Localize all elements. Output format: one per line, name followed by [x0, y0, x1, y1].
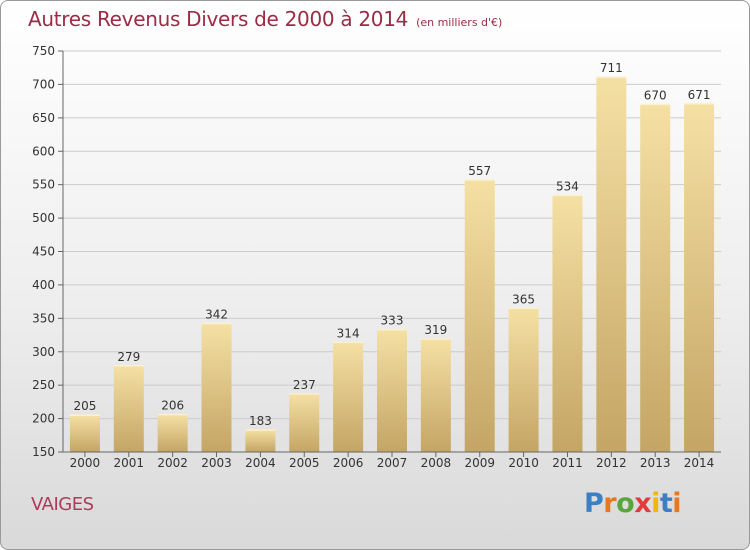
x-tick-label: 2007 [377, 456, 408, 470]
location-label: VAIGES [31, 494, 94, 515]
y-tick-label: 300 [32, 345, 55, 359]
x-tick-label: 2002 [157, 456, 188, 470]
data-label: 534 [556, 179, 579, 193]
chart-title-block: Autres Revenus Divers de 2000 à 2014 (en … [28, 7, 502, 31]
data-label: 365 [512, 292, 535, 306]
data-label: 333 [381, 314, 404, 328]
logo-letter: t [659, 488, 673, 519]
bar [201, 323, 232, 452]
x-tick-label: 2012 [596, 456, 627, 470]
x-tick-label: 2006 [333, 456, 364, 470]
y-tick-label: 750 [32, 44, 55, 58]
data-label: 671 [688, 88, 711, 102]
bar [157, 414, 188, 452]
bar [552, 195, 583, 453]
data-label: 279 [117, 350, 140, 364]
logo-letter: i [672, 488, 682, 519]
data-label: 206 [161, 399, 184, 413]
logo-letter: o [616, 488, 635, 519]
y-tick-label: 400 [32, 278, 55, 292]
bar [333, 342, 364, 452]
bar [69, 415, 100, 452]
bar [684, 103, 715, 452]
x-tick-label: 2011 [552, 456, 583, 470]
data-label: 557 [468, 164, 491, 178]
chart-title: Autres Revenus Divers de 2000 à 2014 [28, 7, 409, 31]
bars [69, 76, 715, 453]
x-tick-label: 2014 [684, 456, 715, 470]
bar [596, 77, 627, 452]
x-tick-label: 2013 [640, 456, 671, 470]
logo-letter: i [651, 488, 660, 519]
x-tick-label: 2004 [245, 456, 276, 470]
x-tick-label: 2009 [464, 456, 495, 470]
proxiti-logo: Proxiti [584, 488, 682, 519]
labels: 205 279 206 342 183 237 314 333 319 557 365 534 711 6… [73, 61, 710, 428]
chart-subtitle: (en milliers d'€) [416, 16, 503, 29]
bar [377, 329, 407, 452]
y-tick-label: 500 [32, 211, 55, 225]
data-label: 319 [424, 323, 447, 337]
bar [245, 429, 276, 452]
x-tick-label: 2005 [289, 456, 320, 470]
x-tick-label: 2000 [70, 456, 101, 470]
data-label: 205 [73, 399, 96, 413]
bar [640, 104, 671, 452]
data-label: 711 [600, 61, 623, 75]
y-tick-label: 150 [32, 445, 55, 459]
y-tick-label: 550 [32, 178, 55, 192]
logo-letter: x [634, 488, 652, 519]
y-tick-label: 250 [32, 378, 55, 392]
bar [464, 179, 495, 452]
y-tick-label: 350 [32, 311, 55, 325]
data-label: 342 [205, 308, 228, 322]
bar [113, 365, 144, 452]
data-label: 670 [644, 88, 667, 102]
axes: 150 200 250 300 350 400 450 500 550 600 650 700 750 2… [32, 44, 721, 470]
data-label: 183 [249, 414, 272, 428]
y-tick-label: 600 [32, 144, 55, 158]
bar [289, 393, 320, 452]
y-tick-label: 700 [32, 77, 55, 91]
x-tick-label: 2003 [201, 456, 232, 470]
x-tick-label: 2008 [421, 456, 452, 470]
data-label: 237 [293, 378, 316, 392]
x-tick-label: 2010 [508, 456, 539, 470]
y-tick-label: 450 [32, 245, 55, 259]
y-tick-label: 650 [32, 111, 55, 125]
logo-letter: r [603, 488, 617, 519]
data-label: 314 [337, 326, 360, 340]
y-tick-label: 200 [32, 412, 55, 426]
bar [420, 339, 451, 452]
bar [508, 308, 539, 452]
x-tick-label: 2001 [114, 456, 145, 470]
logo-letter: P [584, 488, 604, 519]
